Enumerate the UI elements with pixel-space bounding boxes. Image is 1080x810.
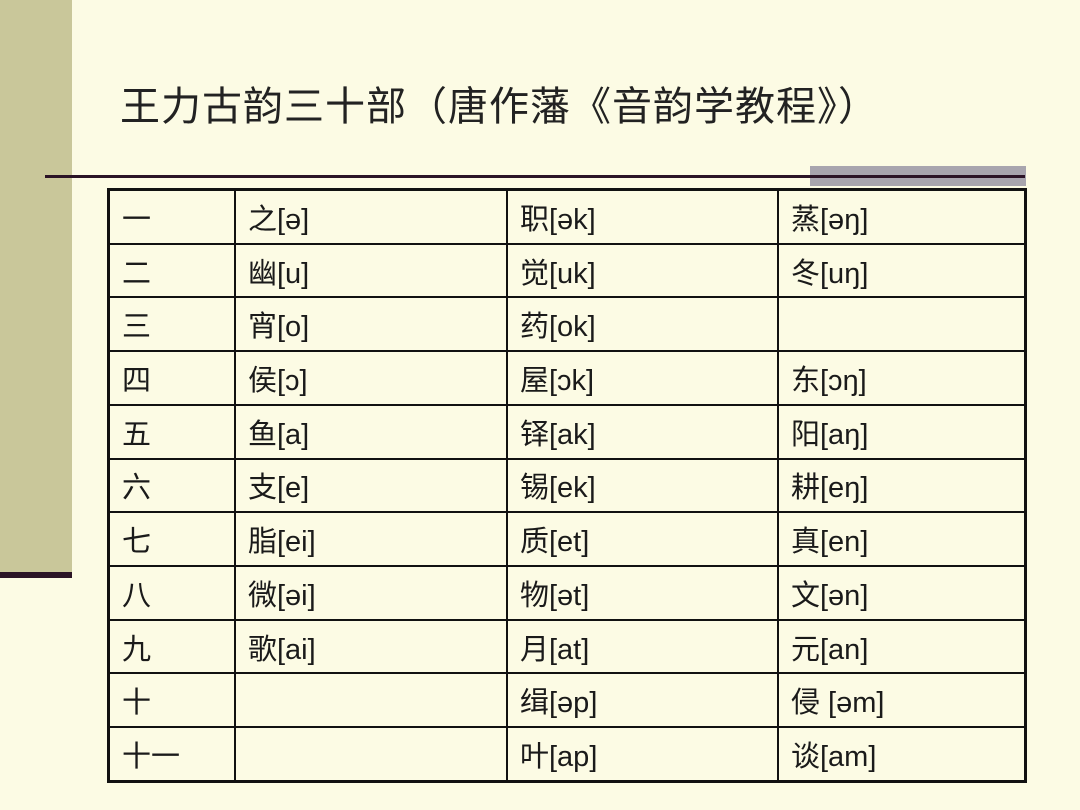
row-number-cell: 八 (107, 565, 236, 621)
rhyme-cell: 微[əi] (234, 565, 508, 621)
rhyme-cell: 侯[ɔ] (234, 350, 508, 406)
row-number-cell: 四 (107, 350, 236, 406)
rhyme-cell: 觉[uk] (506, 242, 779, 299)
rhyme-cell: 侵 [əm] (777, 672, 1027, 729)
row-number-cell: 五 (107, 403, 236, 460)
rhyme-cell: 文[ən] (777, 565, 1027, 621)
table-row: 七脂[ei] 质[et] 真[en] (107, 511, 1027, 568)
rhyme-cell: 谈[am] (777, 726, 1027, 783)
rhyme-cell: 阳[aŋ] (777, 403, 1027, 460)
rhyme-cell: 月[at] (506, 618, 779, 675)
table-row: 十一 叶[ap] 谈[am] (107, 726, 1027, 783)
table-row: 二幽[u] 觉[uk] 冬[uŋ] (107, 242, 1027, 299)
rhyme-cell: 东[ɔŋ] (777, 350, 1027, 406)
rhyme-cell: 药[ok] (506, 296, 779, 353)
rhyme-cell: 幽[u] (234, 242, 508, 299)
rhyme-cell: 缉[əp] (506, 672, 779, 729)
rhyme-cell: 支[e] (234, 457, 508, 514)
rhyme-cell: 物[ət] (506, 565, 779, 621)
rhyme-cell: 脂[ei] (234, 511, 508, 568)
rhyme-cell (777, 296, 1027, 353)
rhyme-cell (234, 726, 508, 783)
sidebar-accent-line (0, 572, 72, 578)
rhyme-cell: 鱼[a] (234, 403, 508, 460)
rhyme-cell: 之[ə] (234, 188, 508, 245)
rhyme-cell: 元[an] (777, 618, 1027, 675)
rhyme-cell: 叶[ap] (506, 726, 779, 783)
table-row: 十 缉[əp] 侵 [əm] (107, 672, 1027, 729)
table-row: 八微[əi] 物[ət] 文[ən] (107, 565, 1027, 621)
slide-title: 王力古韵三十部（唐作藩《音韵学教程》） (120, 84, 879, 130)
rhyme-cell (234, 672, 508, 729)
rhyme-cell: 职[ək] (506, 188, 779, 245)
rhyme-cell: 屋[ɔk] (506, 350, 779, 406)
table-row: 九歌[ai] 月[at] 元[an] (107, 618, 1027, 675)
row-number-cell: 九 (107, 618, 236, 675)
sidebar-decoration (0, 0, 72, 572)
rhyme-cell: 铎[ak] (506, 403, 779, 460)
table-row: 五鱼[a] 铎[ak] 阳[aŋ] (107, 403, 1027, 460)
row-number-cell: 二 (107, 242, 236, 299)
rhyme-cell: 耕[eŋ] (777, 457, 1027, 514)
table-row: 四侯[ɔ] 屋[ɔk] 东[ɔŋ] (107, 350, 1027, 406)
row-number-cell: 十一 (107, 726, 236, 783)
rhyme-cell: 蒸[əŋ] (777, 188, 1027, 245)
title-divider (45, 175, 1025, 178)
row-number-cell: 十 (107, 672, 236, 729)
table-row: 三宵[o] 药[ok] (107, 296, 1027, 353)
row-number-cell: 三 (107, 296, 236, 353)
row-number-cell: 一 (107, 188, 236, 245)
table-row: 一之[ə] 职[ək] 蒸[əŋ] (107, 188, 1027, 245)
rhyme-cell: 冬[uŋ] (777, 242, 1027, 299)
rhyme-cell: 宵[o] (234, 296, 508, 353)
row-number-cell: 六 (107, 457, 236, 514)
rhyme-cell: 锡[ek] (506, 457, 779, 514)
rhyme-cell: 歌[ai] (234, 618, 508, 675)
rhyme-cell: 质[et] (506, 511, 779, 568)
rhyme-cell: 真[en] (777, 511, 1027, 568)
row-number-cell: 七 (107, 511, 236, 568)
rhyme-table: 一之[ə] 职[ək] 蒸[əŋ] 二幽[u] 觉[uk] 冬[uŋ] 三宵[o] 药[ok]… (107, 188, 1027, 783)
table-row: 六支[e] 锡[ek] 耕[eŋ] (107, 457, 1027, 514)
